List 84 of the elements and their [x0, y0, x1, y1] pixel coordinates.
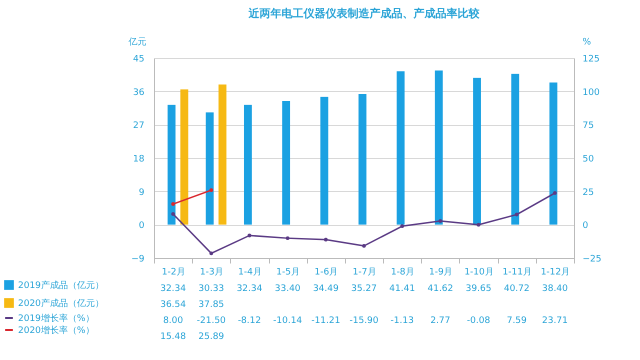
point: [286, 236, 290, 240]
y-tick-label: 27: [133, 121, 144, 132]
data-label: 32.34: [236, 284, 263, 294]
point: [362, 244, 366, 248]
x-tick-label: 1-2月: [162, 268, 186, 278]
bar: [549, 82, 558, 225]
x-tick-label: 1-8月: [390, 268, 415, 278]
x-tick-label: 1-7月: [352, 268, 376, 278]
data-label: -21.50: [196, 316, 226, 326]
point: [209, 251, 214, 256]
data-label: -8.12: [238, 316, 262, 326]
x-tick-label: 1-4月: [238, 268, 262, 278]
y-tick-label: −9: [131, 254, 145, 264]
bar: [358, 94, 366, 225]
y-tick-label: 45: [133, 54, 144, 64]
data-label: 35.27: [351, 284, 377, 294]
y-tick-label: 18: [133, 154, 145, 164]
data-label: 23.71: [542, 316, 568, 326]
point: [514, 212, 519, 216]
point: [171, 212, 175, 216]
point: [553, 191, 557, 195]
y2-tick-label: 125: [582, 54, 600, 64]
bar: [320, 96, 328, 225]
data-label: 40.72: [504, 284, 530, 294]
y-tick-label: 36: [133, 88, 145, 98]
data-label: -1.13: [390, 316, 414, 326]
data-label: 36.54: [160, 300, 186, 310]
x-tick-label: 1-9月: [429, 268, 453, 278]
data-label: -10.14: [273, 316, 302, 326]
x-tick-label: 1-12月: [540, 268, 570, 278]
data-label: 15.48: [160, 332, 186, 342]
y2-axis-title: %: [582, 38, 592, 48]
data-label: -11.21: [311, 316, 340, 326]
y2-tick-label: 75: [582, 121, 594, 132]
bar: [206, 112, 214, 225]
y2-tick-label: 100: [582, 88, 600, 98]
data-label: 39.65: [466, 284, 492, 294]
bar: [168, 104, 176, 225]
y-tick-label: 9: [138, 188, 145, 198]
bar: [511, 74, 520, 225]
data-label: 32.34: [160, 284, 186, 294]
data-label: 8.00: [163, 316, 184, 326]
data-label: 25.89: [198, 332, 224, 342]
legend-label: 2020增长率（%）: [18, 325, 94, 336]
y2-tick-label: 25: [582, 188, 594, 198]
point: [209, 188, 214, 192]
point: [324, 238, 328, 242]
point: [400, 224, 404, 228]
data-label: 2.77: [430, 316, 450, 326]
y-tick-label: 0: [138, 221, 145, 232]
chart-title: 近两年电工仪器仪表制造产成品、产成品率比较: [248, 7, 480, 20]
bar: [434, 70, 443, 225]
x-tick-label: 1-11月: [502, 268, 532, 278]
data-label: -0.08: [466, 316, 490, 326]
bar: [244, 104, 252, 225]
bar: [282, 100, 290, 225]
data-label: 41.41: [389, 284, 416, 294]
bar: [473, 78, 481, 225]
bar: [218, 84, 226, 225]
x-tick-label: 1-10月: [464, 268, 494, 278]
data-label: 38.40: [542, 284, 568, 294]
data-label: 37.85: [198, 300, 224, 310]
legend-label: 2019增长率（%）: [18, 313, 94, 324]
point: [476, 222, 480, 227]
x-tick-label: 1-5月: [276, 268, 300, 278]
y2-tick-label: 0: [582, 221, 588, 232]
y2-tick-label: 50: [582, 154, 594, 164]
x-tick-label: 1-3月: [200, 268, 224, 278]
bar: [180, 89, 188, 225]
y2-tick-label: −25: [582, 254, 602, 264]
data-label: -15.90: [349, 316, 379, 326]
bar: [396, 71, 405, 225]
point: [248, 234, 252, 238]
data-label: 41.62: [427, 284, 454, 294]
point: [171, 202, 175, 206]
x-tick-label: 1-6月: [314, 268, 338, 278]
data-label: 33.40: [274, 284, 301, 294]
data-label: 34.49: [312, 284, 339, 294]
data-label: 7.59: [506, 316, 528, 326]
y-axis-title: 亿元: [128, 36, 146, 48]
point: [438, 219, 442, 223]
legend-label: 2019产成品（亿元）: [18, 280, 104, 291]
data-label: 30.33: [198, 284, 224, 294]
legend-label: 2020产成品（亿元）: [18, 298, 104, 309]
